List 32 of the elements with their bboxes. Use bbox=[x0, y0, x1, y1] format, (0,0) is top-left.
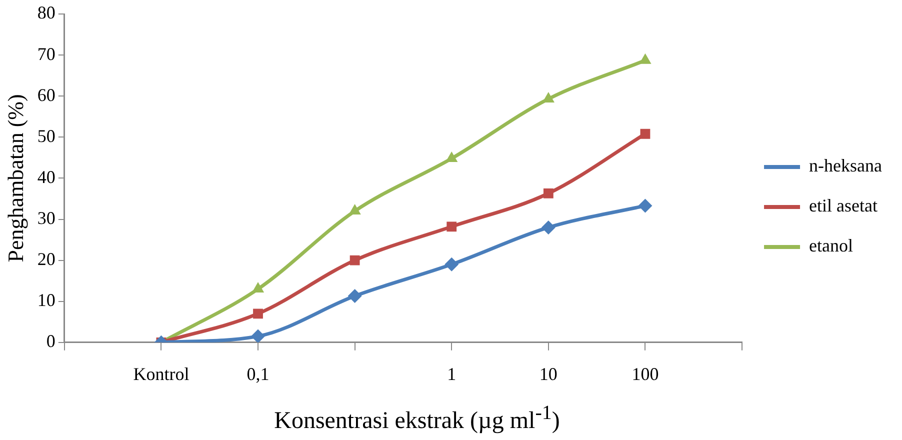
point bbox=[251, 329, 266, 342]
x-tick-label: 1 bbox=[447, 364, 456, 384]
point bbox=[541, 220, 556, 234]
point bbox=[350, 255, 360, 266]
x-tick-label: 100 bbox=[632, 364, 659, 384]
legend-label: n-heksana bbox=[809, 156, 882, 176]
point bbox=[444, 257, 459, 272]
y-axis-title: Penghambatan (%) bbox=[2, 94, 28, 262]
point bbox=[640, 128, 650, 139]
y-tick-label: 20 bbox=[37, 249, 56, 270]
y-tick-label: 80 bbox=[37, 2, 56, 23]
point bbox=[638, 198, 652, 213]
y-tick-label: 70 bbox=[37, 44, 56, 64]
x-tick-label: 0,1 bbox=[246, 364, 270, 384]
point bbox=[348, 289, 362, 304]
point bbox=[348, 204, 361, 215]
point bbox=[543, 188, 554, 198]
x-tick-label: 10 bbox=[539, 364, 558, 384]
point bbox=[253, 308, 263, 319]
point bbox=[446, 151, 458, 162]
y-tick-label: 50 bbox=[37, 126, 56, 146]
legend-label: etanol bbox=[809, 236, 854, 256]
legend-label: etil asetat bbox=[809, 196, 878, 216]
point bbox=[252, 282, 264, 293]
point bbox=[446, 222, 457, 232]
y-tick-label: 60 bbox=[37, 84, 56, 105]
y-tick-label: 30 bbox=[37, 208, 56, 228]
y-tick-label: 40 bbox=[37, 166, 56, 187]
x-axis-title: Konsentrasi ekstrak (µg ml$^{-1}$) bbox=[273, 402, 561, 435]
x-tick-label: Kontrol bbox=[133, 364, 190, 384]
y-tick-label: 0 bbox=[46, 331, 56, 352]
y-tick-label: 10 bbox=[37, 290, 56, 310]
